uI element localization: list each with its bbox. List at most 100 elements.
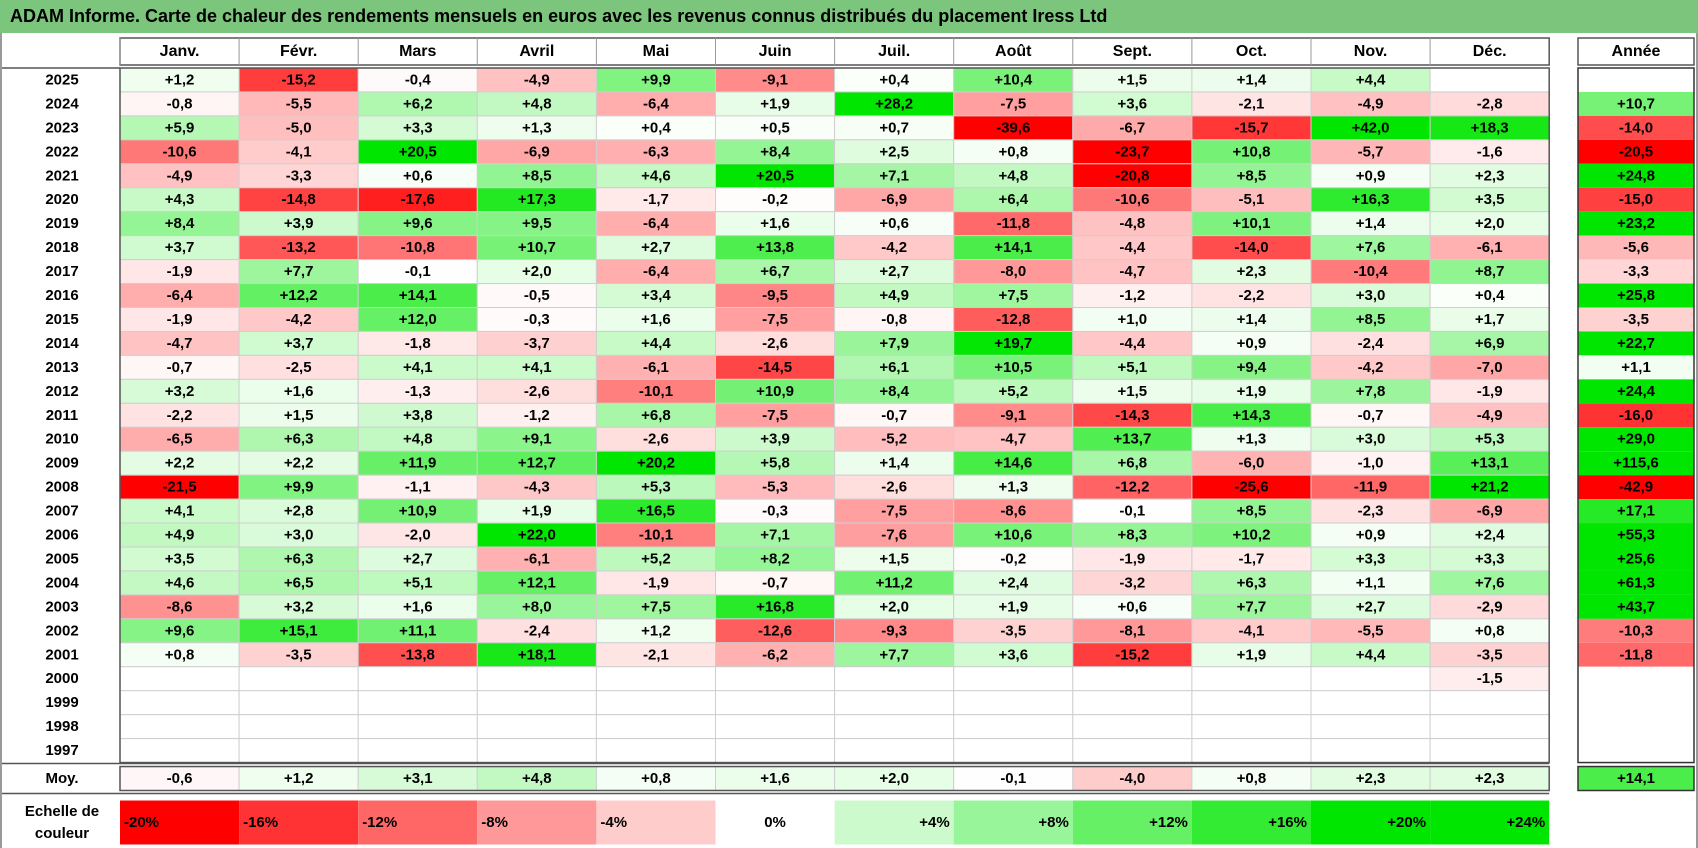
cell-value: +1,6	[760, 215, 790, 232]
scale-label-line2: couleur	[35, 825, 89, 842]
cell-value: +12,1	[518, 574, 556, 591]
cell-value: -4,3	[524, 479, 550, 496]
average-value: -4,0	[1119, 770, 1145, 787]
scale-step-label: -16%	[243, 814, 278, 831]
cell-value: -12,8	[996, 311, 1030, 328]
average-value: +4,8	[522, 770, 552, 787]
cell-value: +5,1	[1118, 359, 1148, 376]
cell-value: +1,6	[284, 383, 314, 400]
year-label: 2019	[45, 215, 78, 232]
annual-value: +25,8	[1617, 287, 1655, 304]
cell-value: +1,6	[641, 311, 671, 328]
cell-value: +0,6	[403, 167, 433, 184]
heatmap-cell	[595, 666, 717, 692]
annual-cell	[1578, 403, 1694, 428]
cell-value: +4,9	[165, 527, 195, 544]
cell-value: -1,7	[643, 191, 669, 208]
year-label: 2015	[45, 311, 78, 328]
cell-value: +8,5	[1356, 311, 1386, 328]
cell-value: -7,5	[762, 407, 788, 424]
scale-swatch	[1072, 800, 1192, 845]
cell-value: +3,8	[403, 407, 433, 424]
cell-value: -4,4	[1119, 335, 1146, 352]
cell-value: +1,4	[1356, 215, 1386, 232]
heatmap-cell	[238, 666, 359, 692]
annual-cell	[1578, 211, 1694, 236]
cell-value: -2,2	[1239, 287, 1265, 304]
year-label: 2021	[45, 167, 78, 184]
cell-value: +3,9	[284, 215, 314, 232]
annual-value: +25,6	[1617, 550, 1655, 567]
cell-value: -2,0	[405, 527, 431, 544]
cell-value: +3,4	[641, 287, 671, 304]
cell-value: +3,3	[1356, 550, 1386, 567]
year-label: 2020	[45, 191, 78, 208]
cell-value: -6,1	[643, 359, 669, 376]
annual-value: -15,0	[1619, 191, 1653, 208]
cell-value: -2,6	[881, 479, 907, 496]
annual-cell	[1578, 738, 1694, 763]
cell-value: +12,0	[399, 311, 437, 328]
cell-value: +10,2	[1232, 527, 1270, 544]
cell-value: +8,5	[1237, 167, 1267, 184]
cell-value: -7,5	[1000, 95, 1026, 112]
cell-value: +4,4	[641, 335, 671, 352]
cell-value: -10,6	[1115, 191, 1149, 208]
cell-value: +2,3	[1475, 167, 1505, 184]
cell-value: -2,3	[1358, 503, 1384, 520]
cell-value: +20,5	[399, 143, 437, 160]
annual-value: +115,6	[1613, 455, 1658, 472]
cell-value: -8,0	[1000, 263, 1026, 280]
cell-value: -1,5	[1477, 670, 1503, 687]
year-label: 2016	[45, 287, 78, 304]
average-value: +3,1	[403, 770, 433, 787]
year-label: 2001	[45, 646, 78, 663]
cell-value: +2,0	[1475, 215, 1505, 232]
year-label: 2000	[45, 670, 78, 687]
heatmap-cell	[357, 690, 478, 716]
heatmap-cell	[834, 690, 955, 716]
year-label: 2023	[45, 119, 78, 136]
cell-value: -6,4	[643, 263, 670, 280]
cell-value: +0,9	[1237, 335, 1267, 352]
cell-value: +1,9	[760, 95, 790, 112]
cell-value: +13,7	[1113, 431, 1151, 448]
heatmap-cell	[953, 666, 1074, 692]
cell-value: +1,3	[522, 119, 552, 136]
cell-value: -1,7	[1239, 550, 1265, 567]
cell-value: +4,4	[1356, 71, 1386, 88]
cell-value: +0,8	[998, 143, 1028, 160]
cell-value: +6,4	[998, 191, 1028, 208]
heatmap-cell	[595, 738, 717, 764]
annual-cell	[1578, 68, 1694, 92]
cell-value: -5,3	[762, 479, 788, 496]
cell-value: -4,1	[1239, 622, 1265, 639]
cell-value: +7,5	[998, 287, 1028, 304]
annual-cell	[1578, 235, 1694, 260]
cell-value: -1,2	[1119, 287, 1145, 304]
year-label: 2011	[46, 407, 79, 424]
month-header: Juil.	[878, 43, 910, 60]
grid-border	[119, 67, 1550, 764]
annual-value: +10,7	[1617, 95, 1655, 112]
annual-value: -42,9	[1619, 479, 1653, 496]
cell-value: +16,5	[637, 503, 675, 520]
cell-value: +4,6	[165, 574, 195, 591]
cell-value: +15,1	[280, 622, 318, 639]
cell-value: +1,6	[403, 598, 433, 615]
heatmap-cell	[595, 714, 717, 740]
cell-value: -1,9	[167, 311, 193, 328]
cell-value: +4,1	[165, 503, 195, 520]
heatmap-cell	[1072, 666, 1193, 692]
cell-value: -10,1	[639, 527, 673, 544]
month-header: Janv.	[160, 43, 200, 60]
year-label: 2004	[45, 574, 79, 591]
year-label: 2008	[45, 479, 78, 496]
cell-value: +2,7	[879, 263, 909, 280]
cell-value: -4,7	[1000, 431, 1026, 448]
cell-value: +8,2	[760, 550, 790, 567]
cell-value: +10,8	[1232, 143, 1270, 160]
cell-value: +6,9	[1475, 335, 1505, 352]
cell-value: +8,5	[1237, 503, 1267, 520]
annual-cell	[1578, 259, 1694, 284]
